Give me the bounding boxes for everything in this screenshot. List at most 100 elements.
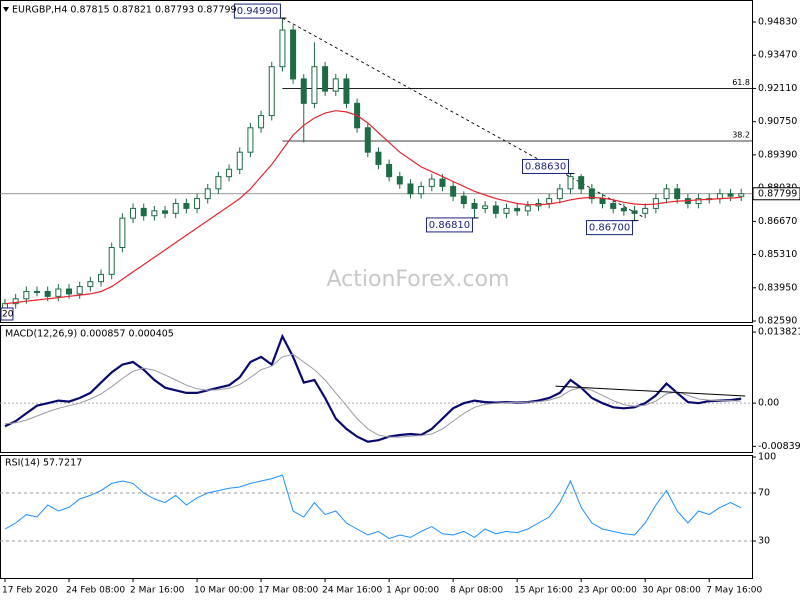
candle-body <box>407 183 414 195</box>
candle-body <box>546 198 553 205</box>
annotation-box <box>425 217 473 233</box>
candle-body <box>428 178 435 187</box>
candle-body <box>236 151 243 170</box>
candle-body <box>674 188 681 200</box>
y-tick-label: 0.94830 <box>758 16 797 27</box>
y-tick-label: 0.89390 <box>758 149 797 160</box>
candle-body <box>140 207 147 217</box>
macd-line <box>4 353 742 438</box>
candle-body <box>396 176 403 185</box>
x-tick-label: 17 Feb 2020 <box>2 586 58 596</box>
candle-body <box>66 288 73 295</box>
x-tick-label: 24 Feb 08:00 <box>66 586 125 596</box>
y-tick-label: 30 <box>758 536 770 547</box>
x-tick-label: 17 Mar 08:00 <box>258 586 318 596</box>
candle-body <box>108 246 115 275</box>
candle-body <box>503 207 510 214</box>
candle-body <box>215 176 222 190</box>
rsi-line <box>4 474 742 540</box>
candle-body <box>258 115 265 129</box>
panel-frame <box>0 455 753 579</box>
panel-title: RSI(14) 57.7217 <box>5 458 82 469</box>
title-arrow <box>3 7 9 12</box>
panel-title: MACD(12,26,9) 0.000857 0.000405 <box>5 329 174 340</box>
candle-body <box>418 185 425 195</box>
candle-body <box>300 78 307 104</box>
candle-body <box>162 210 169 214</box>
candle-body <box>247 127 254 153</box>
x-tick-label: 24 Mar 16:00 <box>322 586 382 596</box>
candle-body <box>364 127 371 153</box>
candle-body <box>34 290 41 293</box>
candle-body <box>492 205 499 214</box>
fib-label: 38.2 <box>732 130 750 139</box>
candle-body <box>194 198 201 209</box>
panel-frame <box>0 325 753 453</box>
macd-line <box>4 333 742 443</box>
annotation-box <box>233 3 281 19</box>
x-tick-label: 8 Apr 08:00 <box>450 586 503 596</box>
x-tick-label: 15 Apr 16:00 <box>514 586 573 596</box>
candle-body <box>268 66 275 117</box>
candle-body <box>386 163 393 178</box>
candle-body <box>738 193 745 197</box>
y-tick-label: 70 <box>758 488 770 499</box>
candle-body <box>482 205 489 209</box>
y-tick-label: 0.85310 <box>758 249 797 260</box>
x-tick-label: 10 Mar 00:00 <box>194 586 254 596</box>
candle-body <box>322 66 329 92</box>
candle-body <box>450 185 457 197</box>
fib-label: 61.8 <box>732 78 750 87</box>
candle-body <box>524 205 531 212</box>
candle-body <box>44 290 51 297</box>
candle-body <box>567 176 574 190</box>
candle-body <box>727 193 734 197</box>
candle-body <box>610 203 617 209</box>
candle-body <box>130 207 137 219</box>
annotation-box <box>586 220 634 236</box>
candle-body <box>695 198 702 205</box>
candle-body <box>460 195 467 205</box>
annotation-label: 0.86810 <box>429 220 470 231</box>
candle-body <box>588 188 595 200</box>
candle-body <box>631 210 638 214</box>
annotation-label: 0.88630 <box>525 161 566 172</box>
y-tick-label: 0.013821 <box>758 327 800 338</box>
trendline <box>555 385 746 397</box>
candle-body <box>55 288 62 297</box>
candle-body <box>23 290 30 300</box>
candle-body <box>439 178 446 187</box>
watermark: ActionForex.com <box>327 267 510 292</box>
y-tick-label: 0.00 <box>758 398 779 409</box>
candle-body <box>98 273 105 283</box>
candle-body <box>620 207 627 212</box>
chart-title: EURGBP,H4 0.87815 0.87821 0.87793 0.8779… <box>12 5 237 16</box>
candle-body <box>663 188 670 200</box>
y-tick-label: 0.90750 <box>758 116 797 127</box>
x-tick-label: 7 May 16:00 <box>706 586 762 596</box>
candle-body <box>599 198 606 205</box>
candle-body <box>119 217 126 248</box>
y-tick-label: 0.82590 <box>758 316 797 327</box>
candle-body <box>12 298 19 305</box>
candle-body <box>87 281 94 288</box>
candle-body <box>578 176 585 190</box>
x-tick-label: 1 Apr 00:00 <box>386 586 439 596</box>
x-tick-label: 23 Apr 00:00 <box>578 586 637 596</box>
candle-body <box>514 207 521 212</box>
x-tick-label: 2 Mar 16:00 <box>130 586 185 596</box>
candle-body <box>343 78 350 104</box>
corner-box <box>0 307 14 321</box>
candle-body <box>183 203 190 209</box>
candle-body <box>375 151 382 165</box>
candle-body <box>471 203 478 209</box>
candle-body <box>76 286 83 295</box>
y-tick-label: 0.93470 <box>758 50 797 61</box>
candle-body <box>151 210 158 217</box>
candle-body <box>290 29 297 80</box>
annotation-label: 0.94990 <box>237 6 278 17</box>
candle-body <box>556 188 563 200</box>
